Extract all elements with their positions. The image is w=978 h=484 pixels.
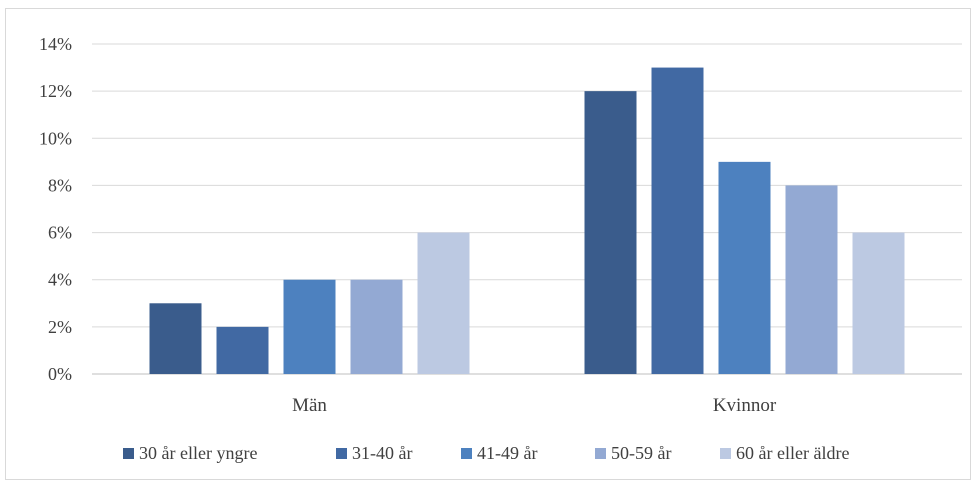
y-tick-label: 12% [39,81,72,101]
category-label: Män [292,395,327,416]
legend-label: 31-40 år [352,443,412,463]
bar-kvinnor-series-4 [785,185,838,374]
bar-kvinnor-series-5 [852,232,905,374]
legend-label: 50-59 år [611,443,671,463]
legend-swatch [461,448,472,459]
bars [149,67,905,375]
bar-kvinnor-series-1 [584,91,637,375]
bar-män-series-4 [350,279,403,374]
bar-män-series-2 [216,326,269,374]
y-tick-label: 4% [48,270,72,290]
legend-swatch [720,448,731,459]
bar-män-series-1 [149,303,202,374]
legend-label: 41-49 år [477,443,537,463]
bar-män-series-5 [417,232,470,374]
bar-kvinnor-series-3 [718,161,771,374]
y-tick-label: 8% [48,175,72,195]
y-tick-label: 0% [48,364,72,384]
legend-swatch [123,448,134,459]
legend-swatch [595,448,606,459]
bar-män-series-3 [283,279,336,374]
category-labels: Män Kvinnor [292,395,777,416]
legend: 30 år eller yngre 31-40 år 41-49 år 50-59 å… [123,443,849,463]
y-tick-label: 14% [39,34,72,54]
bar-kvinnor-series-2 [651,67,704,375]
legend-swatch [336,448,347,459]
category-label: Kvinnor [713,395,777,416]
legend-label: 60 år eller äldre [736,443,849,463]
y-axis-tick-labels: 0% 2% 4% 6% 8% 10% 12% 14% [39,34,72,384]
y-tick-label: 6% [48,223,72,243]
y-tick-label: 10% [39,128,72,148]
legend-label: 30 år eller yngre [139,443,257,463]
y-tick-label: 2% [48,317,72,337]
